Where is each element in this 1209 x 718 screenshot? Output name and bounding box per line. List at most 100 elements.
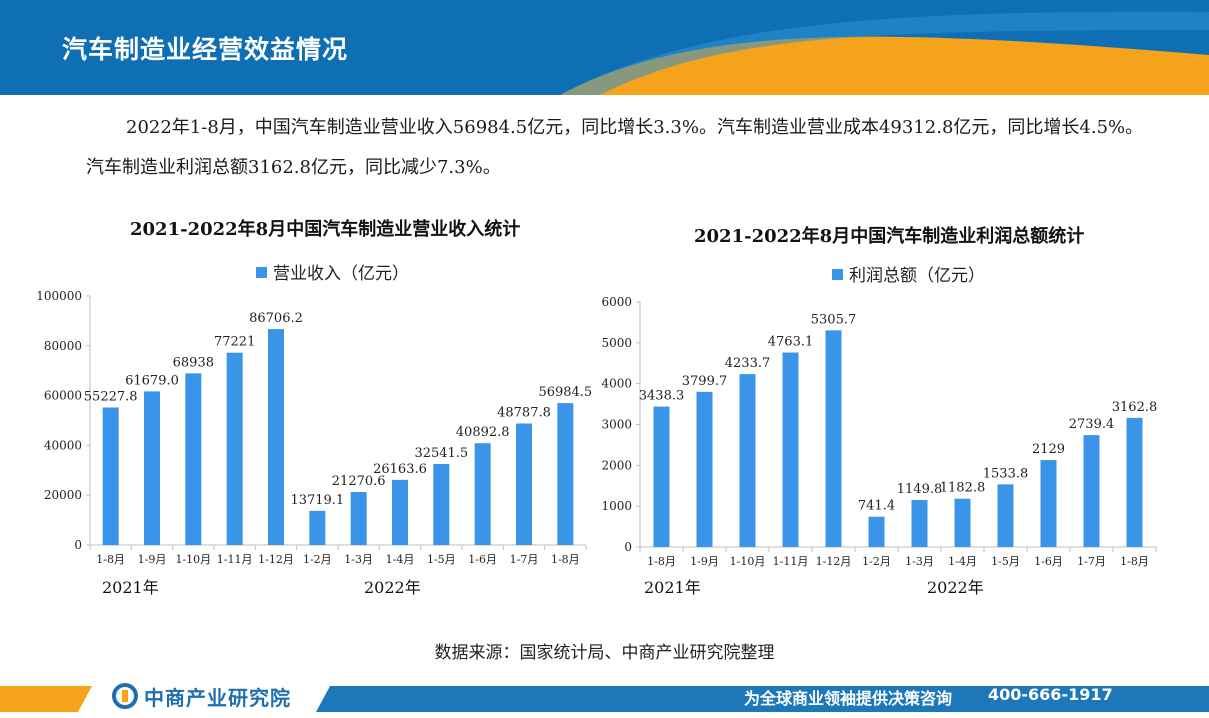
profit-x-tick-label: 1-8月: [1120, 555, 1149, 568]
revenue-chart-title: 2021-2022年8月中国汽车制造业营业收入统计: [130, 219, 521, 240]
revenue-x-tick-label: 1-4月: [386, 553, 415, 566]
profit-x-tick-label: 1-7月: [1077, 555, 1106, 568]
revenue-y-tick-label: 60000: [44, 389, 82, 403]
profit-value-label: 3799.7: [682, 374, 728, 389]
summary-text: 2022年1-8月，中国汽车制造业营业收入56984.5亿元，同比增长3.3%。…: [86, 117, 1144, 178]
footer-phone: 400-666-1917: [988, 685, 1113, 704]
profit-bar: [868, 516, 885, 547]
profit-y-tick-label: 5000: [601, 336, 632, 350]
revenue-value-label: 21270.6: [332, 474, 386, 489]
profit-value-label: 3162.8: [1112, 400, 1158, 415]
revenue-x-tick-label: 1-8月: [96, 553, 125, 566]
revenue-value-label: 13719.1: [290, 493, 344, 508]
revenue-bar: [392, 479, 408, 545]
revenue-x-tick-label: 1-8月: [551, 553, 580, 566]
revenue-x-tick-label: 1-9月: [138, 553, 167, 566]
revenue-bar: [433, 463, 450, 545]
profit-value-label: 1533.8: [983, 466, 1029, 481]
profit-bar: [653, 406, 670, 547]
revenue-x-tick-label: 1-5月: [427, 553, 456, 566]
profit-year-2021: 2021年: [644, 578, 701, 597]
profit-chart-title: 2021-2022年8月中国汽车制造业利润总额统计: [694, 226, 1085, 247]
profit-value-label: 3438.3: [639, 389, 685, 404]
profit-bar: [1083, 435, 1100, 547]
profit-bar: [1126, 417, 1143, 547]
profit-value-label: 2739.4: [1069, 417, 1115, 432]
logo-text: 中商产业研究院: [144, 685, 291, 710]
revenue-x-tick-label: 1-6月: [468, 553, 497, 566]
profit-y-tick-label: 6000: [601, 295, 632, 309]
profit-value-label: 741.4: [858, 499, 895, 514]
revenue-value-label: 55227.8: [84, 389, 138, 404]
header-background: [0, 0, 1209, 95]
revenue-bar-chart: 0 20000 40000 60000 80000 100000 55227.8 1-8月 61…: [36, 289, 592, 566]
revenue-x-tick-label: 1-7月: [510, 553, 539, 566]
page-title: 汽车制造业经营效益情况: [62, 35, 349, 64]
summary-paragraph: 2022年1-8月，中国汽车制造业营业收入56984.5亿元，同比增长3.3%。…: [86, 108, 1146, 188]
revenue-value-label: 32541.5: [414, 446, 468, 461]
revenue-value-label: 56984.5: [538, 385, 592, 400]
revenue-x-tick-label: 1-11月: [217, 553, 253, 566]
revenue-value-label: 68938: [173, 355, 214, 370]
revenue-bar: [102, 407, 119, 545]
profit-value-label: 4763.1: [768, 335, 814, 350]
profit-bar: [739, 374, 756, 547]
profit-y-tick-label: 1000: [601, 499, 632, 513]
profit-value-label: 2129: [1032, 442, 1065, 457]
profit-legend-label: 利润总额（亿元）: [849, 266, 985, 286]
profit-bar: [997, 484, 1014, 547]
revenue-x-tick-label: 1-2月: [303, 553, 332, 566]
revenue-legend-label: 营业收入（亿元）: [273, 264, 409, 284]
revenue-chart-legend: 营业收入（亿元）: [256, 259, 409, 284]
profit-bar: [696, 391, 713, 547]
legend-swatch: [832, 269, 843, 280]
revenue-y-tick-label: 0: [74, 538, 82, 552]
profit-value-label: 1149.8: [897, 482, 943, 497]
footer-background: [0, 686, 1209, 712]
revenue-y-tick-label: 80000: [44, 339, 82, 353]
revenue-year-2021: 2021年: [102, 578, 159, 597]
profit-x-tick-label: 1-4月: [948, 555, 977, 568]
profit-y-tick-label: 0: [624, 540, 632, 554]
revenue-bar: [474, 443, 491, 545]
revenue-y-tick-label: 20000: [44, 488, 82, 502]
revenue-value-label: 40892.8: [456, 425, 510, 440]
profit-x-tick-label: 1-6月: [1034, 555, 1063, 568]
revenue-bar: [309, 510, 326, 545]
logo-icon: [112, 683, 138, 709]
revenue-value-label: 48787.8: [497, 406, 551, 421]
revenue-x-tick-label: 1-3月: [344, 553, 373, 566]
profit-value-label: 4233.7: [725, 356, 771, 371]
legend-swatch: [256, 267, 267, 278]
footer-bar: [0, 680, 1209, 718]
profit-bar: [954, 498, 971, 547]
profit-x-tick-label: 1-2月: [862, 555, 891, 568]
profit-x-tick-label: 1-8月: [647, 555, 676, 568]
revenue-x-tick-label: 1-12月: [258, 553, 294, 566]
header-banner: 汽车制造业经营效益情况: [0, 0, 1209, 95]
footer-slogan: 为全球商业领袖提供决策咨询: [744, 689, 953, 708]
revenue-x-tick-label: 1-10月: [175, 553, 211, 566]
profit-bar: [825, 330, 842, 547]
profit-y-tick-label: 3000: [601, 418, 632, 432]
profit-y-tick-label: 4000: [601, 377, 632, 391]
revenue-value-label: 86706.2: [249, 311, 303, 326]
profit-x-tick-label: 1-5月: [991, 555, 1020, 568]
profit-x-tick-label: 1-10月: [730, 555, 766, 568]
revenue-y-tick-label: 40000: [44, 438, 82, 452]
data-source: 数据来源：国家统计局、中商产业研究院整理: [434, 643, 775, 663]
profit-year-2022: 2022年: [927, 578, 984, 597]
profit-bar: [1040, 460, 1057, 547]
profit-bar: [782, 352, 799, 547]
profit-x-tick-label: 1-9月: [690, 555, 719, 568]
revenue-bar: [350, 492, 367, 545]
revenue-bar: [185, 373, 202, 545]
revenue-value-label: 61679.0: [125, 373, 179, 388]
revenue-bar: [226, 352, 243, 545]
company-logo: 中商产业研究院: [112, 683, 291, 710]
profit-bar-chart: 0 1000 2000 3000 4000 5000 6000 3438.3 1-8月 3799.…: [601, 295, 1158, 568]
profit-x-tick-label: 1-11月: [773, 555, 809, 568]
revenue-value-label: 26163.6: [373, 462, 427, 477]
profit-value-label: 5305.7: [811, 312, 857, 327]
profit-y-tick-label: 2000: [601, 458, 632, 472]
